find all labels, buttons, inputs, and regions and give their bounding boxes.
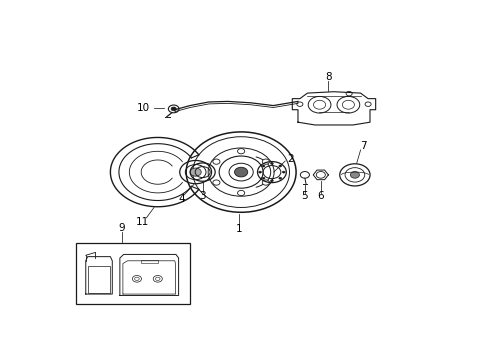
Text: 3: 3 [199, 192, 205, 202]
Circle shape [262, 180, 269, 185]
Circle shape [190, 168, 201, 176]
Text: 6: 6 [317, 192, 324, 202]
Circle shape [212, 180, 220, 185]
Text: 7: 7 [359, 141, 366, 151]
Circle shape [282, 171, 285, 173]
Text: 4: 4 [178, 194, 184, 204]
Circle shape [258, 171, 261, 173]
Circle shape [270, 162, 273, 165]
Circle shape [212, 159, 220, 164]
Circle shape [278, 165, 281, 167]
Circle shape [171, 107, 176, 111]
Circle shape [349, 172, 359, 178]
Bar [87, 266, 110, 293]
Circle shape [262, 177, 264, 179]
Bar [141, 260, 158, 263]
Text: 8: 8 [325, 72, 331, 82]
Circle shape [262, 165, 264, 167]
Text: 2: 2 [286, 154, 293, 164]
Circle shape [234, 167, 247, 177]
Text: 5: 5 [301, 192, 307, 202]
Text: 11: 11 [136, 217, 149, 227]
Circle shape [278, 177, 281, 179]
Text: 9: 9 [118, 223, 125, 233]
Text: 1: 1 [235, 225, 242, 234]
Circle shape [262, 159, 269, 164]
Circle shape [237, 149, 244, 154]
Bar [76, 243, 189, 304]
Circle shape [237, 190, 244, 195]
Circle shape [270, 180, 273, 182]
Text: 10: 10 [137, 103, 150, 113]
